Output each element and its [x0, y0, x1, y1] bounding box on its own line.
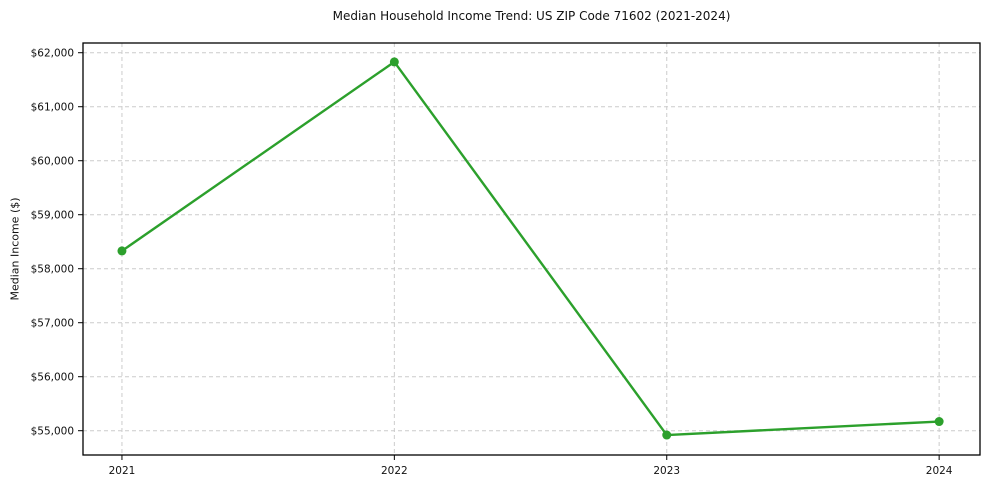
- y-tick-label: $55,000: [31, 425, 74, 437]
- y-tick-label: $60,000: [31, 155, 74, 167]
- chart-title: Median Household Income Trend: US ZIP Co…: [332, 9, 731, 23]
- x-tick-label: 2024: [926, 465, 953, 477]
- y-tick-label: $62,000: [31, 47, 74, 59]
- trend-line: [120, 60, 941, 437]
- data-point: [662, 430, 672, 440]
- data-point: [389, 57, 399, 67]
- y-tick-label: $59,000: [31, 209, 74, 221]
- data-point: [117, 246, 127, 256]
- data-point: [934, 417, 944, 427]
- y-tick-label: $56,000: [31, 371, 74, 383]
- x-tick-label: 2023: [653, 465, 680, 477]
- x-tick-label: 2021: [109, 465, 136, 477]
- y-tick-label: $58,000: [31, 263, 74, 275]
- plot-border: [82, 42, 981, 456]
- y-tick-label: $61,000: [31, 101, 74, 113]
- y-tick-label: $57,000: [31, 317, 74, 329]
- x-tick-label: 2022: [381, 465, 408, 477]
